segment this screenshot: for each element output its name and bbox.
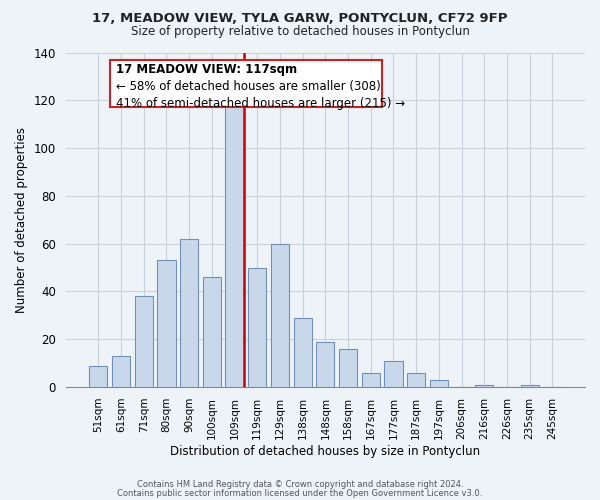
Bar xyxy=(112,356,130,387)
Text: 17, MEADOW VIEW, TYLA GARW, PONTYCLUN, CF72 9FP: 17, MEADOW VIEW, TYLA GARW, PONTYCLUN, C… xyxy=(92,12,508,26)
Bar xyxy=(430,380,448,387)
Bar xyxy=(339,349,357,387)
Bar xyxy=(362,373,380,387)
X-axis label: Distribution of detached houses by size in Pontyclun: Distribution of detached houses by size … xyxy=(170,444,481,458)
Bar xyxy=(271,244,289,387)
Bar xyxy=(475,384,493,387)
Bar xyxy=(316,342,334,387)
Text: ← 58% of detached houses are smaller (308): ← 58% of detached houses are smaller (30… xyxy=(116,80,381,93)
Text: Contains public sector information licensed under the Open Government Licence v3: Contains public sector information licen… xyxy=(118,488,482,498)
Text: 41% of semi-detached houses are larger (215) →: 41% of semi-detached houses are larger (… xyxy=(116,96,406,110)
Bar xyxy=(521,384,539,387)
Bar xyxy=(180,239,198,387)
Bar xyxy=(157,260,176,387)
Text: 17 MEADOW VIEW: 117sqm: 17 MEADOW VIEW: 117sqm xyxy=(116,64,298,76)
Bar xyxy=(226,69,244,387)
Bar xyxy=(89,366,107,387)
Bar xyxy=(203,277,221,387)
Text: Contains HM Land Registry data © Crown copyright and database right 2024.: Contains HM Land Registry data © Crown c… xyxy=(137,480,463,489)
Bar xyxy=(248,268,266,387)
Bar xyxy=(385,361,403,387)
Bar xyxy=(293,318,312,387)
FancyBboxPatch shape xyxy=(110,60,382,108)
Bar xyxy=(134,296,153,387)
Text: Size of property relative to detached houses in Pontyclun: Size of property relative to detached ho… xyxy=(131,25,469,38)
Y-axis label: Number of detached properties: Number of detached properties xyxy=(15,127,28,313)
Bar xyxy=(407,373,425,387)
